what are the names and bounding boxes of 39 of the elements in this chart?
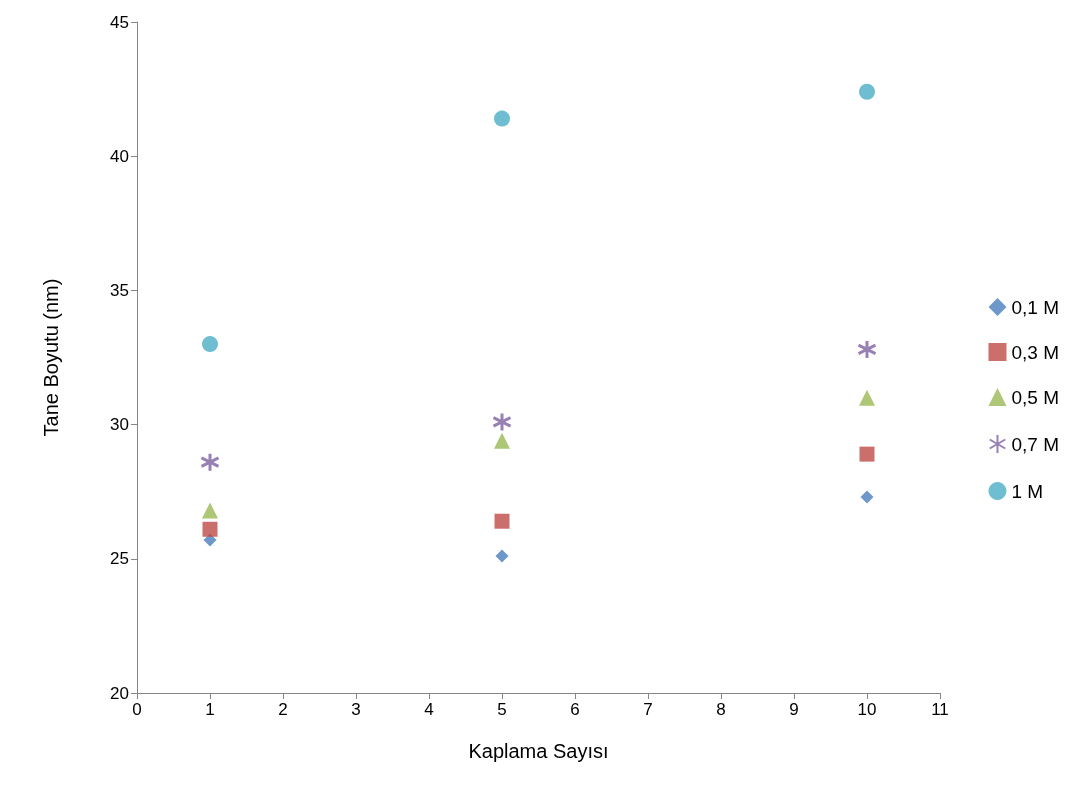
point — [859, 389, 875, 406]
legend-label: 0,3 M — [1011, 341, 1060, 363]
point — [860, 490, 874, 504]
x-tick-label: 1 — [205, 700, 215, 719]
point — [492, 411, 512, 432]
y-tick-label: 30 — [110, 415, 129, 435]
point — [494, 110, 510, 127]
y-tick-label: 25 — [110, 549, 129, 569]
x-tick-label: 0 — [132, 700, 142, 719]
point — [202, 336, 218, 353]
x-tick-label: 3 — [351, 700, 361, 719]
y-tick-label: 40 — [110, 146, 129, 166]
point — [857, 339, 877, 360]
point — [202, 502, 218, 519]
y-tick-label: 45 — [110, 12, 129, 32]
x-tick-label: 7 — [643, 700, 653, 719]
x-tick-label: 2 — [278, 700, 288, 719]
point — [494, 432, 510, 449]
x-tick-label: 11 — [931, 700, 949, 719]
x-tick-label: 5 — [497, 700, 507, 719]
y-tick-label: 35 — [110, 280, 129, 300]
point — [202, 521, 218, 537]
legend-label: 0,7 M — [1011, 433, 1060, 455]
x-tick-label: 4 — [424, 700, 434, 719]
point — [859, 446, 875, 462]
point — [494, 513, 510, 529]
legend-label: 1 M — [1011, 480, 1044, 502]
x-tick-label: 8 — [716, 700, 726, 719]
x-axis-title: Kaplama Sayısı — [468, 740, 609, 762]
y-axis-title: Tane Boyutu (nm) — [40, 278, 62, 437]
legend-label: 0,1 M — [1011, 296, 1060, 318]
point — [495, 549, 509, 563]
x-tick-label: 10 — [857, 700, 877, 719]
y-tick-label: 20 — [110, 683, 129, 703]
legend-label: 0,5 M — [1011, 386, 1060, 408]
x-tick-label: 9 — [789, 700, 799, 719]
x-tick-label: 6 — [570, 700, 580, 719]
point — [859, 83, 875, 100]
point — [200, 452, 220, 473]
